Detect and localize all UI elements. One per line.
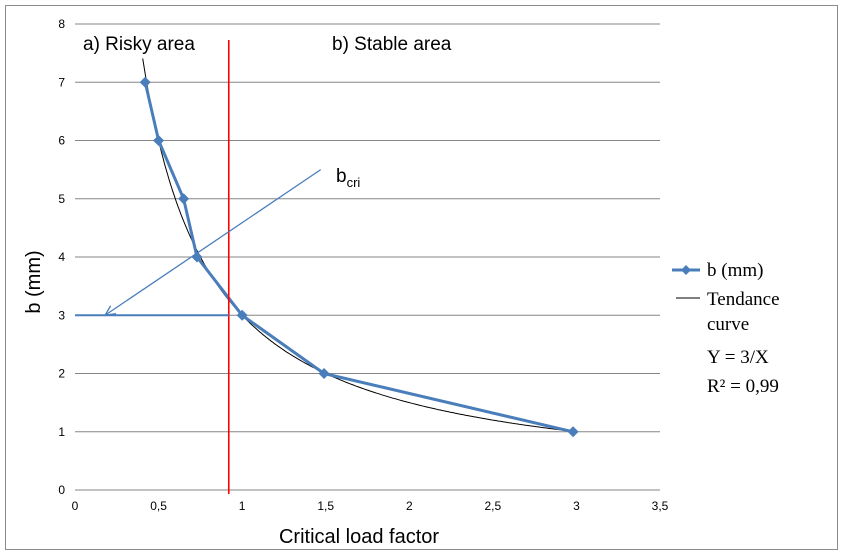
trend-curve-layer	[142, 58, 573, 432]
y-tick-label: 8	[58, 17, 65, 31]
x-tick-label: 2	[406, 499, 413, 513]
y-tick-label: 4	[58, 250, 65, 264]
bcri-arrow-line	[104, 169, 322, 316]
legend-trend-label-2: curve	[707, 314, 749, 335]
x-axis-title: Critical load factor	[279, 526, 439, 548]
y-tick-label: 2	[58, 367, 65, 381]
x-tick-labels: 0 0,5 1 1,5 2 2,5 3 3,5	[72, 499, 669, 513]
data-point-marker	[153, 135, 165, 146]
bcri-label: bcri	[336, 166, 360, 190]
bcri-arrow-layer	[75, 169, 322, 317]
y-tick-label: 5	[58, 192, 65, 206]
y-tick-label: 0	[58, 483, 65, 497]
legend-trend-r2: R² = 0,99	[707, 376, 779, 397]
x-tick-label: 3,5	[652, 499, 669, 513]
x-tick-label: 1,5	[317, 499, 334, 513]
x-tick-label: 1	[239, 499, 246, 513]
x-tick-label: 0	[72, 499, 79, 513]
data-point-marker	[139, 76, 151, 88]
grid-lines	[75, 23, 660, 433]
trend-curve	[142, 58, 573, 432]
x-tick-label: 0,5	[150, 499, 167, 513]
data-point-marker	[318, 368, 330, 379]
legend-series-marker	[681, 265, 691, 275]
legend-trend-label: Tendance	[707, 289, 780, 310]
y-tick-label: 6	[58, 134, 65, 148]
x-tick-label: 2,5	[485, 499, 502, 513]
y-tick-labels: 0 1 2 3 4 5 6 7 8	[58, 17, 65, 497]
legend-trend-equation: Y = 3/X	[707, 347, 769, 368]
y-tick-label: 7	[58, 75, 65, 89]
data-point-marker	[567, 426, 579, 438]
bcri-label-base: b	[336, 166, 347, 187]
risky-area-label: a) Risky area	[83, 34, 195, 55]
y-axis-title: b (mm)	[23, 250, 45, 313]
data-point-marker	[178, 193, 190, 205]
legend-series-label: b (mm)	[707, 260, 763, 281]
y-tick-label: 1	[58, 425, 65, 439]
data-point-marker	[236, 309, 248, 321]
x-tick-label: 3	[573, 499, 580, 513]
series-layer	[139, 76, 579, 438]
chart-frame	[5, 5, 838, 550]
stable-area-label: b) Stable area	[332, 34, 452, 55]
bcri-label-sub: cri	[347, 175, 361, 190]
legend: b (mm) Tendance curve Y = 3/X R² = 0,99	[672, 260, 780, 397]
y-tick-label: 3	[58, 308, 65, 322]
